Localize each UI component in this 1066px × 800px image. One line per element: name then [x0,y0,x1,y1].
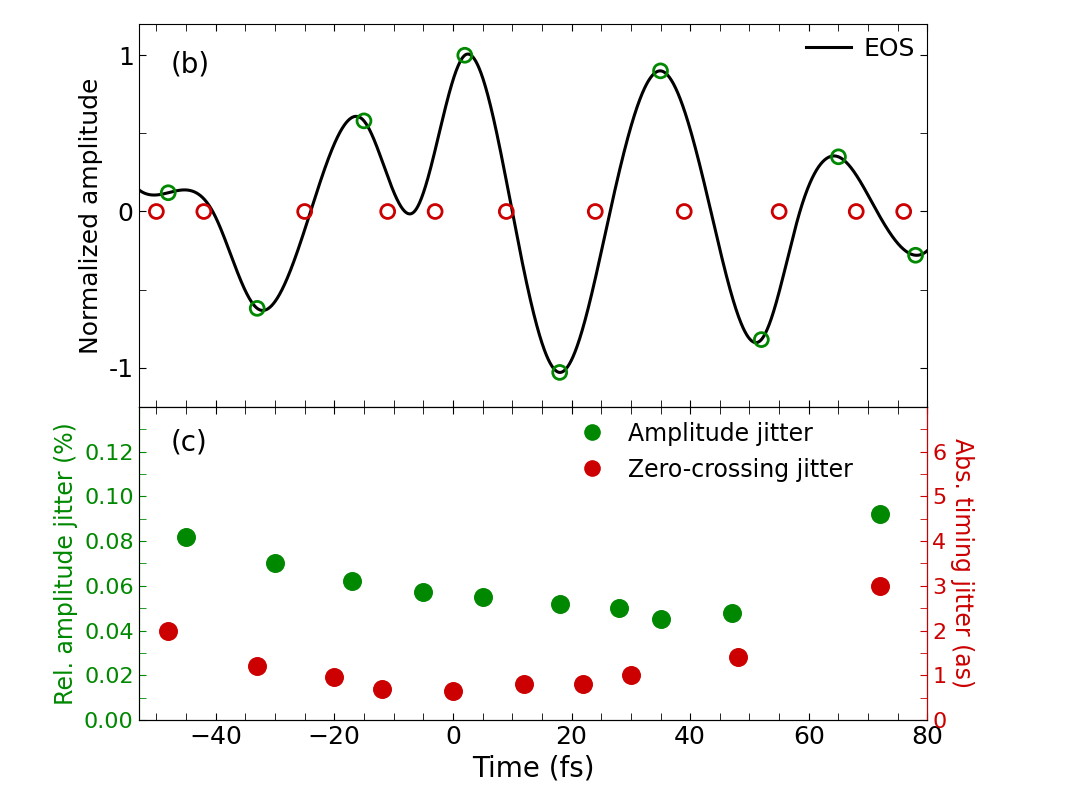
EOS [781,254,794,264]
Legend: Amplitude jitter, Zero-crossing jitter: Amplitude jitter, Zero-crossing jitter [568,422,853,482]
Point [445,685,462,698]
Y-axis label: Normalized amplitude: Normalized amplitude [79,78,103,354]
Point [623,669,640,682]
EOS [646,71,659,81]
Point [830,150,847,163]
X-axis label: Time (fs): Time (fs) [472,754,594,782]
Point [373,682,390,695]
Point [611,602,628,614]
Point [723,606,740,619]
Point [148,205,165,218]
Point [178,530,195,543]
EOS [553,368,566,378]
Point [907,249,924,262]
EOS [132,185,145,194]
Line: EOS: EOS [139,54,927,373]
Point [516,678,533,690]
EOS [721,275,733,285]
EOS [921,246,934,255]
EOS [434,125,447,134]
Point [551,366,568,379]
Point [426,205,443,218]
EOS [462,50,474,59]
Point [248,302,265,314]
EOS [605,198,618,208]
Point [895,205,912,218]
Point [586,205,603,218]
Point [551,598,568,610]
Legend: EOS: EOS [806,37,915,61]
Point [195,205,212,218]
Point [266,557,284,570]
Point [474,590,491,603]
Point [652,613,669,626]
Point [729,651,746,664]
Point [248,660,265,673]
Point [296,205,313,218]
Point [160,186,177,199]
Point [753,334,770,346]
Y-axis label: Rel. amplitude jitter (%): Rel. amplitude jitter (%) [54,422,79,705]
Point [771,205,788,218]
EOS [275,285,288,294]
Point [575,678,592,690]
Text: (b): (b) [171,50,209,78]
Point [343,575,360,588]
Point [498,205,515,218]
Point [676,205,693,218]
Text: (c): (c) [171,429,207,457]
Point [160,624,177,637]
Point [355,114,372,127]
Point [847,205,865,218]
Point [652,65,669,78]
Point [415,586,432,599]
Point [871,579,888,592]
Point [379,205,397,218]
Point [326,671,343,684]
Point [456,49,473,62]
Y-axis label: Abs. timing jitter (as): Abs. timing jitter (as) [950,438,974,689]
Point [871,508,888,521]
